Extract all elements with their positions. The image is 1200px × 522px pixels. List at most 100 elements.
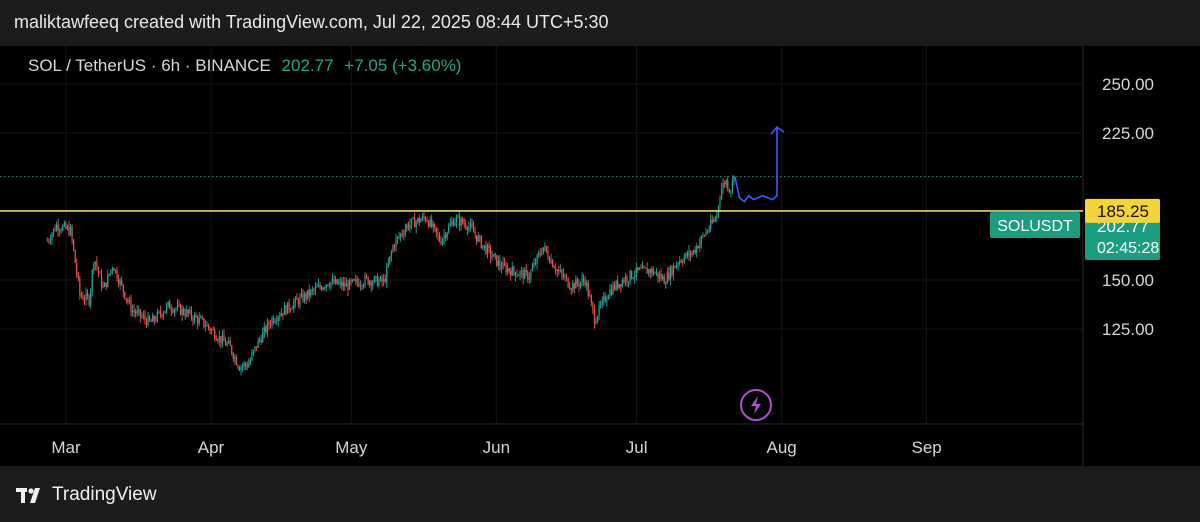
candle-body	[99, 272, 101, 274]
candle-body	[139, 309, 141, 317]
candle-body	[121, 280, 123, 285]
symbol-price-tag[interactable]	[990, 212, 1080, 238]
candle-body	[539, 253, 541, 255]
candle-body	[195, 315, 197, 318]
candle-body	[248, 363, 250, 368]
candle-body	[251, 353, 253, 360]
candle-body	[482, 245, 484, 248]
candle-body	[288, 302, 290, 310]
candle-body	[527, 271, 529, 280]
candle-body	[259, 339, 261, 341]
candle-body	[510, 271, 512, 276]
candle-body	[229, 340, 231, 346]
candle-body	[714, 219, 716, 220]
candle-body	[373, 276, 375, 283]
candle-body	[451, 221, 453, 224]
candle-body	[489, 248, 492, 257]
y-tick-label: 150.00	[1102, 271, 1154, 290]
candle-body	[344, 282, 346, 287]
candle-body	[733, 176, 735, 182]
candle-body	[257, 339, 259, 348]
candle-body	[612, 285, 614, 295]
candle-body	[296, 297, 298, 300]
candle-body	[379, 277, 382, 281]
candle-body	[410, 218, 413, 225]
candle-body	[517, 275, 520, 277]
candle-body	[372, 282, 374, 286]
candle-body	[277, 317, 279, 321]
chart-panel[interactable]: MarAprMayJunJulAugSep275.00250.00225.001…	[0, 46, 1200, 466]
candle-body	[321, 287, 323, 290]
candle-body	[393, 245, 396, 248]
candle-body	[677, 263, 679, 265]
candle-body	[290, 309, 292, 311]
candle-body	[170, 308, 172, 311]
candle-body	[702, 235, 704, 237]
candle-body	[463, 223, 465, 225]
candle-body	[173, 309, 175, 313]
candle-body	[592, 302, 594, 310]
candle-body	[226, 343, 228, 346]
x-tick-label: Jul	[626, 438, 648, 457]
candle-body	[336, 279, 338, 285]
candle-body	[530, 270, 532, 279]
candle-body	[722, 183, 724, 189]
candle-body	[279, 316, 281, 318]
candle-body	[600, 304, 602, 306]
candle-body	[217, 340, 219, 341]
candle-body	[352, 279, 354, 282]
candle-body	[445, 234, 447, 238]
candle-body	[179, 304, 182, 315]
candle-body	[220, 335, 222, 343]
candle-body	[198, 317, 200, 324]
candle-body	[156, 311, 158, 321]
last-price-tag	[1085, 212, 1160, 260]
candle-body	[339, 281, 341, 283]
level-price-value: 185.25	[1097, 202, 1149, 221]
candle-body	[522, 270, 524, 279]
candle-body	[342, 282, 344, 287]
projection-drawing[interactable]	[734, 127, 778, 203]
candle-body	[720, 188, 723, 199]
lightning-icon[interactable]	[740, 389, 772, 421]
candle-body	[448, 225, 450, 233]
candle-body	[590, 296, 592, 303]
candle-body	[528, 278, 530, 280]
candle-body	[138, 309, 140, 311]
candle-body	[688, 251, 690, 257]
candle-body	[407, 224, 410, 229]
candle-body	[462, 218, 464, 224]
candle-body	[356, 279, 358, 283]
candle-body	[127, 299, 129, 302]
candle-body	[314, 287, 317, 291]
candle-body	[570, 289, 572, 291]
x-tick-label: May	[335, 438, 368, 457]
tradingview-footer[interactable]: TradingView	[16, 484, 157, 506]
candle-body	[634, 275, 636, 278]
candle-body	[245, 363, 247, 366]
symbol-info: SOL / TetherUS · 6h · BINANCE 202.77 +7.…	[28, 56, 461, 76]
candle-body	[561, 270, 563, 274]
candle-body	[286, 302, 289, 314]
candle-body	[159, 311, 162, 315]
candle-body	[322, 287, 324, 290]
candle-body	[215, 338, 217, 341]
candle-body	[565, 276, 568, 278]
candle-body	[158, 311, 160, 313]
candle-body	[269, 324, 272, 326]
candle-body	[606, 299, 608, 302]
candle-body	[469, 223, 472, 227]
price-chart[interactable]: MarAprMayJunJulAugSep275.00250.00225.001…	[0, 46, 1200, 466]
candle-body	[294, 297, 296, 303]
candle-body	[421, 215, 423, 220]
candle-body	[305, 293, 307, 299]
candle-body	[48, 240, 50, 242]
x-tick-label: Sep	[912, 438, 942, 457]
candle-body	[609, 289, 611, 297]
candle-body	[452, 221, 454, 226]
candle-body	[440, 241, 442, 244]
candle-body	[418, 218, 420, 223]
candle-body	[502, 262, 504, 270]
x-tick-label: Aug	[767, 438, 797, 457]
candle-body	[511, 266, 513, 276]
